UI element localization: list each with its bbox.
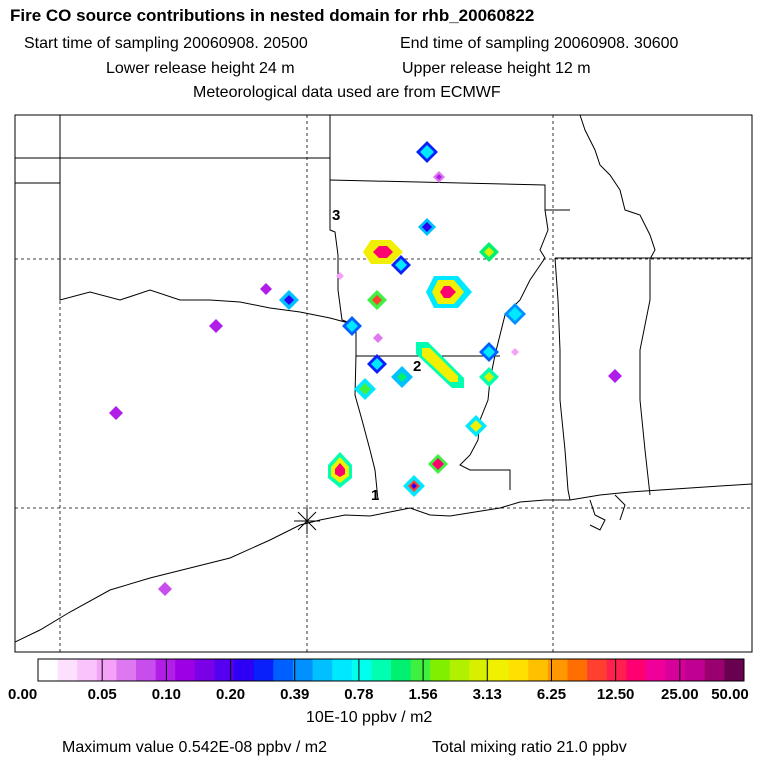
colorbar-tick-label: 0.00	[8, 686, 37, 703]
colorbar-swatch	[469, 659, 490, 681]
end-sampling-time: End time of sampling 20060908. 30600	[400, 35, 679, 52]
colorbar-swatch	[38, 659, 59, 681]
colorbar-swatch	[332, 659, 353, 681]
colorbar-tick-label: 0.78	[344, 686, 373, 703]
colorbar-swatch	[116, 659, 137, 681]
met-data-source: Meteorological data used are from ECMWF	[193, 84, 501, 101]
colorbar-swatch	[508, 659, 529, 681]
colorbar-tick-label: 0.39	[280, 686, 309, 703]
colorbar-swatch	[371, 659, 392, 681]
colorbar-swatch	[214, 659, 235, 681]
colorbar-swatch	[194, 659, 215, 681]
colorbar-swatch	[410, 659, 431, 681]
colorbar-swatch	[587, 659, 608, 681]
colorbar-swatch	[155, 659, 176, 681]
total-mixing-ratio: Total mixing ratio 21.0 ppbv	[432, 739, 627, 756]
colorbar-swatch	[489, 659, 510, 681]
colorbar-units: 10E-10 ppbv / m2	[306, 709, 433, 726]
colorbar-swatch	[547, 659, 568, 681]
colorbar-swatch	[136, 659, 157, 681]
colorbar-swatch	[175, 659, 196, 681]
colorbar-tick-label: 25.00	[661, 686, 699, 703]
start-sampling-time: Start time of sampling 20060908. 20500	[24, 35, 308, 52]
colorbar-swatch	[626, 659, 647, 681]
plot-title: Fire CO source contributions in nested d…	[10, 6, 535, 25]
maximum-value: Maximum value 0.542E-08 ppbv / m2	[62, 739, 328, 756]
colorbar-swatch	[57, 659, 78, 681]
colorbar-swatch	[704, 659, 725, 681]
source-markers	[109, 141, 622, 596]
map-label-1: 1	[371, 487, 379, 504]
colorbar-tick-label: 0.10	[152, 686, 181, 703]
colorbar-swatch	[292, 659, 314, 681]
colorbar-tick-labels: 0.00 0.05 0.10 0.20 0.39 0.78 1.56 3.13 6.25 12.5…	[8, 659, 749, 703]
colorbar-swatch	[685, 659, 706, 681]
colorbar-tick-label: 50.00	[711, 686, 749, 703]
map-label-2: 2	[413, 358, 421, 375]
colorbar-swatch	[645, 659, 667, 681]
colorbar-tick-label: 0.05	[88, 686, 117, 703]
colorbar-swatch	[567, 659, 588, 681]
colorbar-tick-label: 1.56	[408, 686, 437, 703]
colorbar-tick-label: 12.50	[597, 686, 635, 703]
colorbar-swatch	[351, 659, 372, 681]
colorbar-swatch	[606, 659, 627, 681]
colorbar-swatch	[724, 659, 745, 681]
map-frame	[14, 114, 753, 653]
colorbar-swatch	[528, 659, 549, 681]
colorbar-swatch	[273, 659, 294, 681]
lower-release-height: Lower release height 24 m	[106, 60, 295, 77]
colorbar-swatch	[665, 659, 686, 681]
colorbar-swatch	[96, 659, 117, 681]
colorbar-tick-label: 3.13	[473, 686, 502, 703]
map-label-3: 3	[332, 207, 340, 224]
colorbar-swatch	[391, 659, 412, 681]
colorbar-swatch	[77, 659, 98, 681]
colorbar	[37, 658, 745, 682]
colorbar-swatch	[312, 659, 333, 681]
colorbar-swatch	[253, 659, 274, 681]
state-boundaries	[15, 115, 752, 643]
colorbar-swatch	[234, 659, 255, 681]
colorbar-tick-label: 6.25	[537, 686, 566, 703]
receptor-star-icon	[294, 508, 320, 534]
colorbar-tick-label: 0.20	[216, 686, 245, 703]
colorbar-swatch	[449, 659, 470, 681]
colorbar-swatch	[430, 659, 451, 681]
upper-release-height: Upper release height 12 m	[402, 60, 591, 77]
